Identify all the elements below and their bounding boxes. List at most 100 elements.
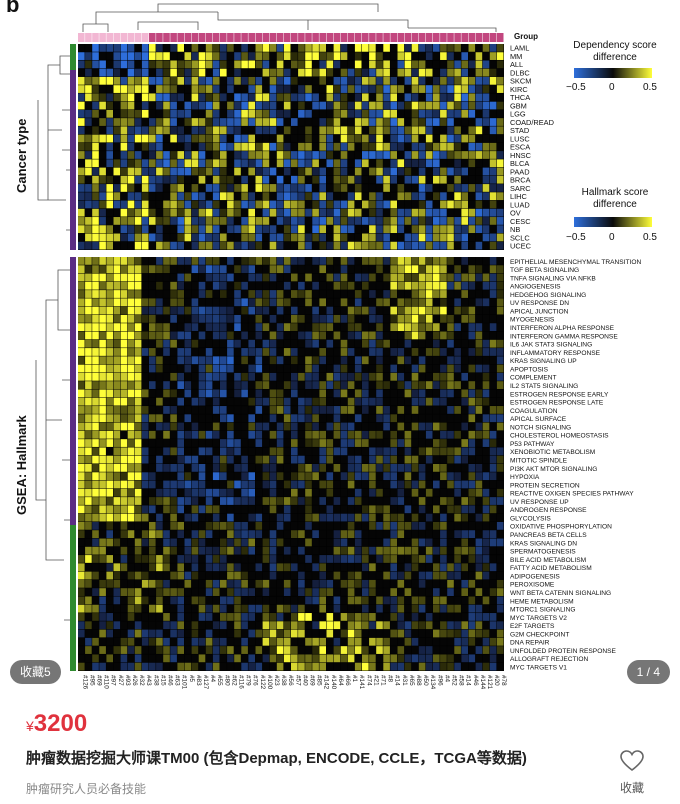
cancer-heatmap-cell — [461, 175, 468, 184]
hallmark-heatmap-cell — [85, 265, 92, 274]
cancer-heatmap-cell — [156, 118, 163, 126]
hallmark-heatmap-cell — [397, 604, 405, 613]
hallmark-heatmap-cell — [269, 273, 277, 282]
hallmark-heatmap-cell — [333, 406, 341, 414]
hallmark-heatmap-cell — [340, 356, 348, 365]
cancer-heatmap-cell — [163, 192, 170, 201]
cancer-heatmap-cell — [298, 151, 305, 159]
hallmark-heatmap-cell — [134, 555, 142, 563]
hallmark-heatmap-cell — [99, 646, 106, 654]
cancer-heatmap-cell — [397, 217, 405, 225]
collect-count-badge[interactable]: 收藏5 — [10, 660, 61, 684]
cancer-heatmap-cell — [220, 208, 227, 217]
cancer-heatmap-cell — [468, 192, 476, 201]
hallmark-heatmap-cell — [319, 613, 326, 621]
hallmark-heatmap-cell — [418, 654, 426, 663]
hallmark-heatmap-cell — [291, 290, 298, 298]
hallmark-heatmap-cell — [120, 480, 128, 489]
hallmark-heatmap-cell — [362, 281, 369, 290]
cancer-heatmap-cell — [447, 60, 454, 69]
hallmark-heatmap-cell — [262, 281, 270, 290]
hallmark-heatmap-cell — [99, 257, 106, 265]
hallmark-heatmap-cell — [447, 662, 454, 671]
hallmark-heatmap-cell — [134, 538, 142, 547]
cancer-heatmap-cell — [276, 233, 284, 242]
hallmark-heatmap-cell — [163, 381, 170, 389]
cancer-heatmap-cell — [120, 126, 128, 135]
hallmark-heatmap-cell — [390, 579, 397, 588]
cancer-heatmap-cell — [333, 175, 341, 184]
hallmark-heatmap-cell — [156, 505, 163, 514]
cancer-heatmap-cell — [468, 167, 476, 176]
cancer-heatmap-cell — [404, 184, 412, 192]
hallmark-heatmap-cell — [198, 521, 206, 530]
cancer-heatmap-cell — [227, 208, 234, 217]
hallmark-heatmap-cell — [269, 538, 277, 547]
hallmark-heatmap-cell — [347, 596, 355, 605]
hallmark-heatmap-cell — [227, 447, 234, 456]
hallmark-heatmap-cell — [376, 265, 383, 274]
cancer-heatmap-cell — [418, 184, 426, 192]
cancer-heatmap-cell — [447, 241, 454, 250]
hallmark-heatmap-cell — [78, 497, 85, 505]
hallmark-heatmap-cell — [134, 505, 142, 514]
hallmark-heatmap-cell — [163, 331, 170, 340]
hallmark-heatmap-cell — [461, 439, 468, 447]
hallmark-heatmap-cell — [205, 596, 213, 605]
hallmark-heatmap-cell — [212, 621, 220, 630]
hallmark-heatmap-cell — [362, 447, 369, 456]
hallmark-heatmap-cell — [468, 298, 476, 307]
cancer-heatmap-cell — [369, 233, 376, 242]
hallmark-heatmap-cell — [241, 613, 248, 621]
cancer-heatmap-cell — [227, 217, 234, 225]
cancer-heatmap-cell — [354, 76, 362, 85]
hallmark-heatmap-cell — [369, 339, 376, 348]
hallmark-heatmap-cell — [283, 447, 291, 456]
hallmark-heatmap-cell — [248, 422, 255, 431]
hallmark-heatmap-cell — [241, 530, 248, 539]
hallmark-heatmap-cell — [397, 488, 405, 497]
hallmark-heatmap-cell — [347, 356, 355, 365]
cancer-heatmap-cell — [269, 142, 277, 151]
cancer-heatmap-cell — [205, 118, 213, 126]
hallmark-heatmap-cell — [234, 637, 241, 646]
hallmark-heatmap-cell — [92, 281, 99, 290]
hallmark-heatmap-cell — [134, 579, 142, 588]
hallmark-heatmap-cell — [113, 546, 121, 555]
hallmark-heatmap-cell — [276, 364, 284, 373]
hallmark-heatmap-cell — [376, 546, 383, 555]
cancer-heatmap-cell — [127, 60, 135, 69]
hallmark-heatmap-cell — [454, 331, 461, 340]
favorite-button[interactable]: 收藏 — [610, 750, 654, 796]
cancer-heatmap-cell — [347, 208, 355, 217]
cancer-heatmap-cell — [234, 225, 241, 234]
hallmark-heatmap-cell — [127, 464, 135, 472]
hallmark-heatmap-cell — [404, 497, 412, 505]
hallmark-heatmap-cell — [198, 414, 206, 423]
hallmark-heatmap-cell — [354, 505, 362, 514]
cancer-heatmap-cell — [354, 225, 362, 234]
cancer-heatmap-cell — [319, 151, 326, 159]
cancer-heatmap-cell — [78, 192, 85, 201]
hallmark-heatmap-cell — [141, 372, 149, 381]
cancer-heatmap-cell — [141, 101, 149, 110]
cancer-heatmap-cell — [347, 225, 355, 234]
cancer-heatmap-cell — [291, 93, 298, 102]
cancer-heatmap-cell — [220, 175, 227, 184]
cancer-heatmap-cell — [326, 109, 334, 118]
cancer-heatmap-cell — [241, 192, 248, 201]
hallmark-heatmap-cell — [482, 521, 490, 530]
hallmark-heatmap-cell — [127, 422, 135, 431]
hallmark-heatmap-cell — [454, 455, 461, 464]
hallmark-heatmap-cell — [496, 521, 504, 530]
cancer-heatmap-cell — [397, 142, 405, 151]
hallmark-heatmap-cell — [120, 621, 128, 630]
hallmark-heatmap-cell — [468, 596, 476, 605]
hallmark-heatmap-cell — [376, 530, 383, 539]
hallmark-heatmap-cell — [418, 555, 426, 563]
product-image-carousel[interactable]: LAML MM ALL DLBC SKCM KIRC THCA GBM LGG COAD/READ… — [0, 0, 680, 690]
hallmark-heatmap-cell — [291, 455, 298, 464]
hallmark-heatmap-cell — [298, 281, 305, 290]
cancer-heatmap-cell — [113, 184, 121, 192]
hallmark-heatmap-cell — [291, 646, 298, 654]
